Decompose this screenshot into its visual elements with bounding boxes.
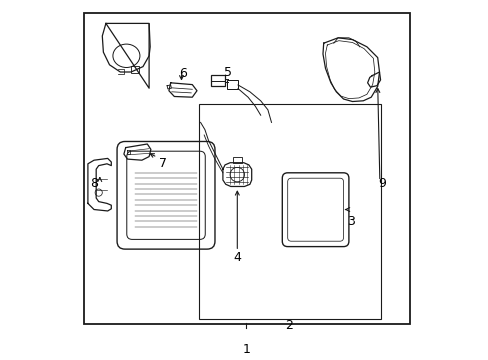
Text: 7: 7	[159, 157, 167, 170]
Text: 3: 3	[346, 215, 354, 228]
Bar	[227, 80, 238, 89]
Text: 4: 4	[233, 251, 241, 264]
Text: 1: 1	[242, 343, 250, 356]
Bar	[199, 104, 381, 319]
Text: 8: 8	[90, 177, 98, 190]
Text: 6: 6	[178, 67, 186, 80]
Text: 5: 5	[224, 66, 232, 78]
Text: 2: 2	[285, 319, 293, 332]
Bar	[84, 13, 409, 324]
Bar	[211, 75, 224, 86]
Bar	[131, 66, 139, 73]
Bar	[232, 157, 242, 163]
Text: 9: 9	[377, 177, 385, 190]
